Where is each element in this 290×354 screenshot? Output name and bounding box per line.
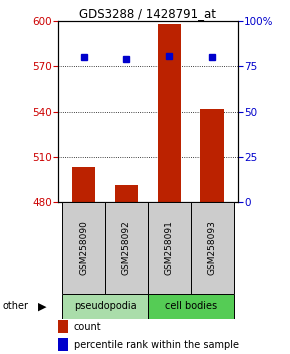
Text: GSM258091: GSM258091 [165, 220, 174, 275]
Bar [148, 202, 191, 294]
Title: GDS3288 / 1428791_at: GDS3288 / 1428791_at [79, 7, 216, 20]
Text: cell bodies: cell bodies [165, 301, 217, 311]
Text: GSM258092: GSM258092 [122, 221, 131, 275]
Bar [62, 202, 105, 294]
Text: pseudopodia: pseudopodia [74, 301, 136, 311]
Bar [191, 202, 233, 294]
Bar [105, 202, 148, 294]
Bar [72, 167, 95, 202]
Text: count: count [74, 322, 102, 332]
Bar [115, 185, 138, 202]
Bar [62, 294, 148, 319]
Text: percentile rank within the sample: percentile rank within the sample [74, 340, 239, 350]
Text: ▶: ▶ [38, 301, 46, 311]
Bar [148, 294, 233, 319]
Bar [157, 24, 181, 202]
Text: other: other [3, 301, 29, 311]
Text: GSM258093: GSM258093 [208, 220, 217, 275]
Text: GSM258090: GSM258090 [79, 220, 88, 275]
Bar [200, 108, 224, 202]
